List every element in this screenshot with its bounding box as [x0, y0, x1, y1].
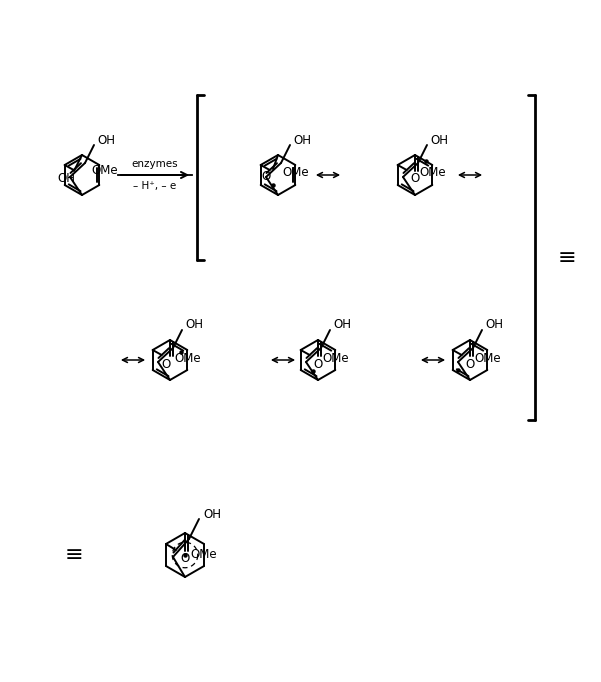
Text: O: O [180, 552, 190, 565]
Text: O: O [465, 357, 475, 370]
Text: OH: OH [97, 134, 115, 147]
Text: OMe: OMe [419, 166, 447, 179]
Text: O: O [261, 170, 270, 183]
Text: ≡: ≡ [65, 545, 84, 565]
Text: O: O [313, 357, 323, 370]
Text: O: O [162, 357, 171, 370]
Text: ≡: ≡ [558, 248, 576, 267]
Text: OH: OH [430, 134, 448, 147]
Text: OH: OH [293, 134, 311, 147]
Text: OH: OH [333, 318, 351, 331]
Text: O: O [410, 173, 419, 186]
Text: OMe: OMe [92, 164, 118, 177]
Text: OH: OH [185, 318, 203, 331]
Text: OMe: OMe [475, 351, 501, 364]
Text: OMe: OMe [323, 351, 349, 364]
Text: OH: OH [485, 318, 503, 331]
Text: enzymes: enzymes [132, 159, 178, 169]
Text: OMe: OMe [175, 351, 201, 364]
Text: OMe: OMe [282, 166, 310, 179]
Text: OMe: OMe [190, 548, 216, 561]
Text: OH: OH [203, 507, 221, 520]
Text: – H⁺, – e: – H⁺, – e [133, 181, 177, 191]
Text: OH: OH [57, 173, 75, 186]
